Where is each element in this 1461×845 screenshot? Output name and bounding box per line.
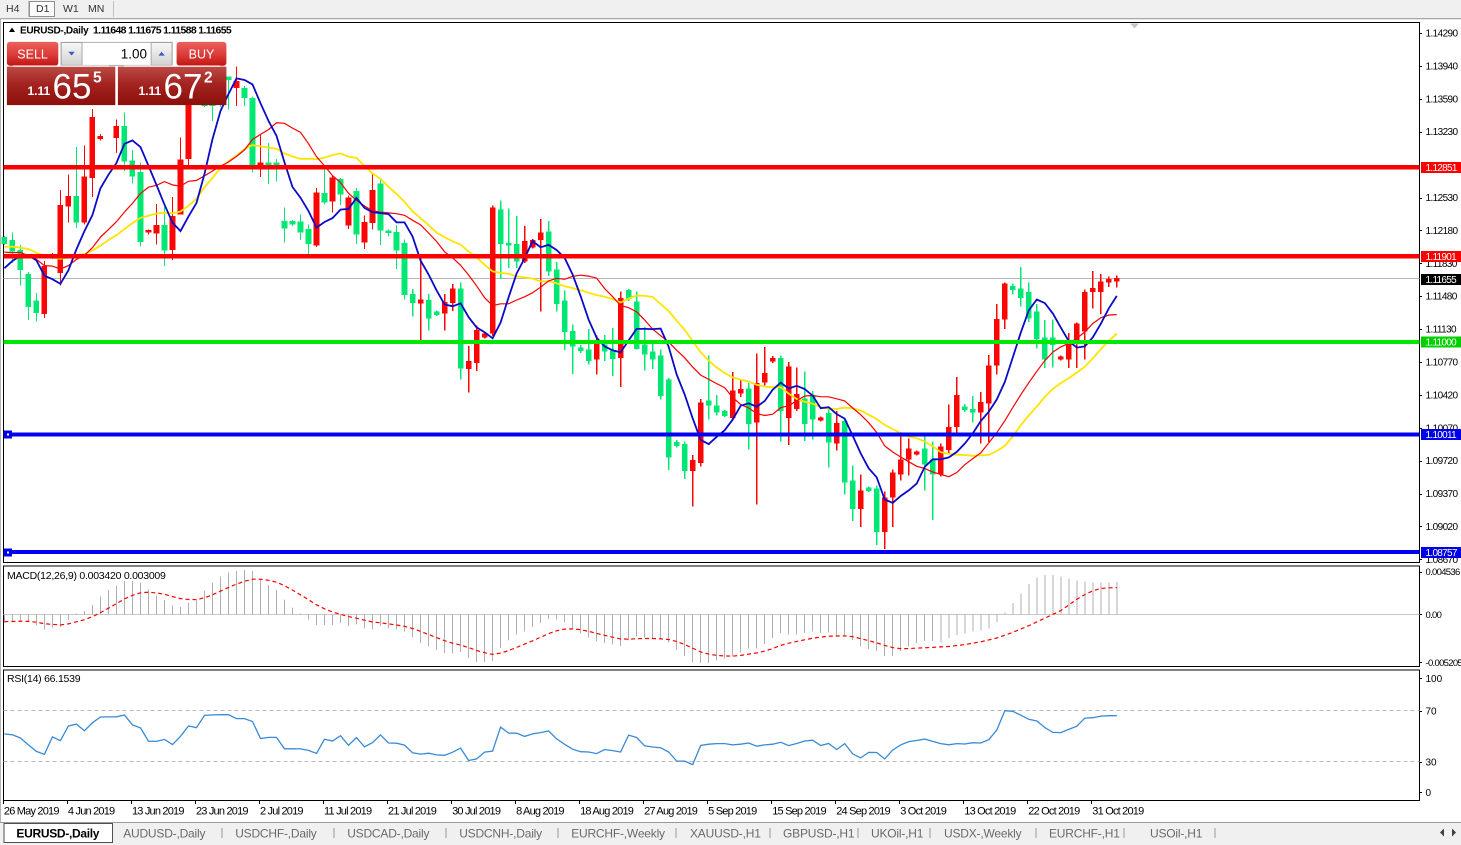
svg-text:0: 0	[1426, 788, 1432, 799]
svg-text:30: 30	[1426, 758, 1438, 769]
svg-text:0.004536: 0.004536	[1426, 567, 1460, 578]
svg-text:XAUUSD-,H1: XAUUSD-,H1	[690, 827, 761, 841]
svg-text:1.00: 1.00	[121, 46, 147, 61]
svg-text:USDCNH-,Daily: USDCNH-,Daily	[459, 827, 542, 841]
svg-text:1.09370: 1.09370	[1426, 489, 1459, 500]
svg-text:EURCHF-,H1: EURCHF-,H1	[1049, 827, 1120, 841]
svg-text:22 Oct 2019: 22 Oct 2019	[1028, 806, 1080, 818]
svg-text:USOil-,H1: USOil-,H1	[1150, 827, 1203, 841]
svg-text:26 May 2019: 26 May 2019	[4, 806, 59, 818]
svg-text:RSI(14) 66.1539: RSI(14) 66.1539	[7, 673, 81, 685]
svg-text:5 Sep 2019: 5 Sep 2019	[708, 806, 757, 818]
svg-text:1.11480: 1.11480	[1426, 292, 1458, 303]
svg-text:13 Oct 2019: 13 Oct 2019	[964, 806, 1016, 818]
svg-text:1.11: 1.11	[139, 84, 162, 98]
svg-text:1.11: 1.11	[28, 84, 51, 98]
svg-text:W1: W1	[63, 3, 79, 15]
svg-text:70: 70	[1426, 707, 1438, 718]
svg-text:USDCAD-,Daily: USDCAD-,Daily	[347, 827, 429, 841]
svg-text:1.13940: 1.13940	[1426, 61, 1459, 72]
svg-text:AUDUSD-,Daily: AUDUSD-,Daily	[123, 827, 205, 841]
svg-text:1.12180: 1.12180	[1426, 226, 1459, 237]
svg-text:100: 100	[1426, 674, 1443, 685]
svg-text:1.10770: 1.10770	[1426, 358, 1459, 369]
svg-text:1.13230: 1.13230	[1426, 127, 1459, 138]
svg-text:1.11901: 1.11901	[1426, 252, 1458, 263]
svg-text:2 Jul 2019: 2 Jul 2019	[260, 806, 303, 818]
svg-text:1.11130: 1.11130	[1426, 325, 1458, 336]
svg-text:1.10011: 1.10011	[1426, 430, 1458, 441]
svg-text:65: 65	[53, 68, 92, 107]
svg-text:8 Aug 2019: 8 Aug 2019	[516, 806, 564, 818]
svg-text:5: 5	[93, 70, 102, 87]
svg-text:H4: H4	[6, 3, 20, 15]
svg-text:13 Jun 2019: 13 Jun 2019	[132, 806, 184, 818]
svg-text:BUY: BUY	[189, 48, 215, 62]
svg-text:31 Oct 2019: 31 Oct 2019	[1092, 806, 1144, 818]
svg-text:4 Jun 2019: 4 Jun 2019	[68, 806, 115, 818]
svg-text:USDCHF-,Daily: USDCHF-,Daily	[235, 827, 317, 841]
svg-text:11 Jul 2019: 11 Jul 2019	[324, 806, 372, 818]
svg-text:1.10070: 1.10070	[1426, 423, 1459, 434]
svg-text:USDX-,Weekly: USDX-,Weekly	[944, 827, 1022, 841]
svg-text:1.11830: 1.11830	[1426, 259, 1458, 270]
svg-text:EURUSD-,Daily: EURUSD-,Daily	[16, 827, 99, 841]
svg-text:SELL: SELL	[17, 48, 48, 62]
svg-text:1.12851: 1.12851	[1426, 163, 1458, 174]
svg-text:1.11000: 1.11000	[1426, 337, 1458, 348]
svg-text:EURCHF-,Weekly: EURCHF-,Weekly	[571, 827, 665, 841]
svg-text:D1: D1	[36, 3, 50, 15]
svg-text:UKOil-,H1: UKOil-,H1	[871, 827, 924, 841]
svg-text:1.11655: 1.11655	[1426, 275, 1458, 286]
svg-text:MACD(12,26,9) 0.003420 0.00300: MACD(12,26,9) 0.003420 0.003009	[7, 570, 166, 582]
svg-text:1.14290: 1.14290	[1426, 29, 1459, 40]
svg-text:-0.005205: -0.005205	[1426, 658, 1461, 669]
svg-text:1.12530: 1.12530	[1426, 193, 1459, 204]
svg-text:1.08757: 1.08757	[1426, 548, 1458, 559]
svg-text:67: 67	[164, 68, 203, 107]
svg-text:0.00: 0.00	[1426, 610, 1442, 621]
svg-text:GBPUSD-,H1: GBPUSD-,H1	[783, 827, 855, 841]
svg-text:23 Jun 2019: 23 Jun 2019	[196, 806, 248, 818]
svg-text:21 Jul 2019: 21 Jul 2019	[388, 806, 437, 818]
svg-text:1.10420: 1.10420	[1426, 390, 1459, 401]
svg-text:2: 2	[204, 70, 213, 87]
svg-text:1.09020: 1.09020	[1426, 522, 1459, 533]
svg-text:3 Oct 2019: 3 Oct 2019	[900, 806, 946, 818]
svg-text:1.13590: 1.13590	[1426, 94, 1459, 105]
svg-text:18 Aug 2019: 18 Aug 2019	[580, 806, 634, 818]
svg-text:1.09720: 1.09720	[1426, 456, 1459, 467]
svg-text:EURUSD-,Daily: EURUSD-,Daily	[20, 26, 89, 37]
svg-text:15 Sep 2019: 15 Sep 2019	[772, 806, 826, 818]
svg-text:27 Aug 2019: 27 Aug 2019	[644, 806, 698, 818]
svg-text:24 Sep 2019: 24 Sep 2019	[836, 806, 890, 818]
svg-text:1.11648 1.11675 1.11588 1.1165: 1.11648 1.11675 1.11588 1.11655	[93, 25, 232, 37]
svg-text:1.08670: 1.08670	[1426, 555, 1459, 566]
svg-text:MN: MN	[88, 3, 104, 15]
svg-text:30 Jul 2019: 30 Jul 2019	[452, 806, 501, 818]
